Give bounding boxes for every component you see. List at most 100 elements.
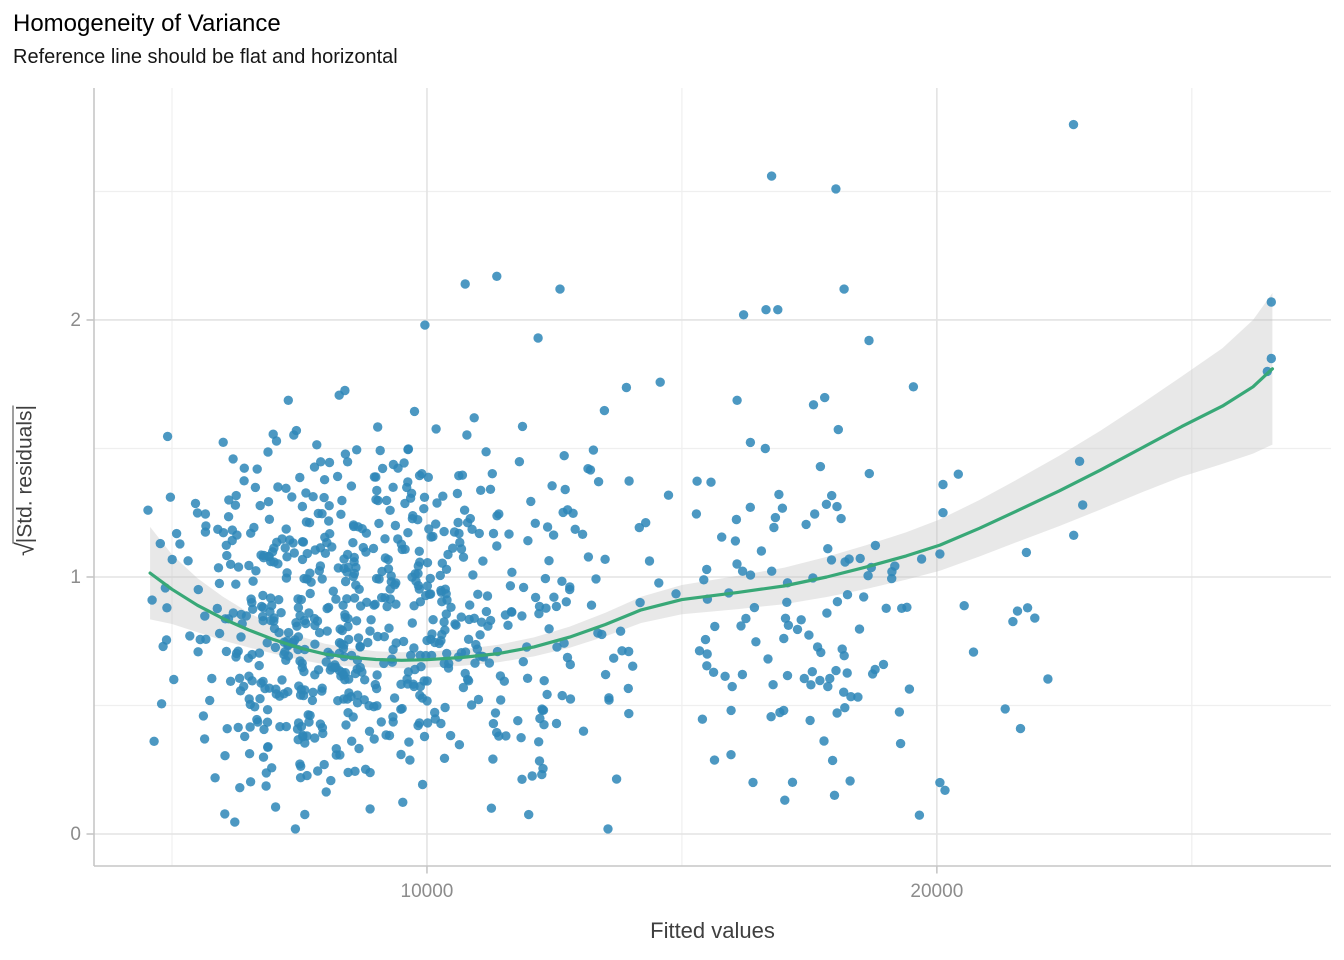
data-point <box>600 669 611 680</box>
data-point <box>812 642 823 652</box>
data-point <box>298 537 309 547</box>
data-point <box>313 665 324 675</box>
data-point <box>218 528 229 538</box>
data-point <box>436 636 446 646</box>
data-point <box>293 603 304 613</box>
data-point <box>634 522 644 533</box>
data-point <box>561 597 571 607</box>
data-point <box>414 470 425 481</box>
data-point <box>175 539 185 549</box>
data-point <box>908 382 919 392</box>
data-point <box>343 621 353 632</box>
data-point <box>207 673 217 684</box>
data-point <box>422 558 433 568</box>
data-point <box>283 627 294 638</box>
data-point <box>263 742 273 752</box>
data-point <box>621 382 632 393</box>
data-point <box>227 525 237 535</box>
data-point <box>441 609 451 619</box>
data-point <box>782 597 792 607</box>
data-point <box>542 522 553 532</box>
data-point <box>287 492 297 502</box>
data-point <box>388 482 398 492</box>
data-point <box>1015 723 1026 734</box>
data-point <box>611 774 622 784</box>
data-point <box>968 647 979 657</box>
data-point <box>379 632 389 642</box>
data-point <box>424 524 434 534</box>
data-point <box>644 556 655 566</box>
data-point <box>805 715 815 726</box>
data-point <box>380 534 390 544</box>
data-point <box>284 535 295 545</box>
data-point <box>300 738 310 748</box>
data-point <box>436 587 446 597</box>
data-point <box>364 726 375 736</box>
data-point <box>363 637 373 648</box>
data-point <box>264 514 275 524</box>
data-point <box>1012 606 1023 616</box>
data-point <box>439 753 450 763</box>
data-point <box>959 601 969 611</box>
data-point <box>1008 616 1018 627</box>
data-point <box>348 571 358 582</box>
data-point <box>385 505 395 515</box>
data-point <box>456 612 466 622</box>
data-point <box>235 686 246 696</box>
data-point <box>384 623 394 633</box>
data-point <box>419 504 429 514</box>
data-point <box>490 708 501 718</box>
data-point <box>205 695 215 706</box>
data-point <box>258 752 269 762</box>
data-point <box>578 726 589 736</box>
data-point <box>748 777 758 788</box>
data-point <box>396 749 406 760</box>
data-point <box>252 714 262 725</box>
data-point <box>355 642 365 652</box>
data-point <box>760 443 770 454</box>
data-point <box>485 484 496 494</box>
data-point <box>415 650 425 660</box>
data-point <box>361 547 371 557</box>
data-point <box>720 671 730 681</box>
data-point <box>265 593 276 603</box>
data-point <box>310 733 320 743</box>
data-point <box>414 584 424 594</box>
data-point <box>352 698 363 708</box>
data-point <box>1021 547 1032 558</box>
data-point <box>223 512 234 522</box>
data-point <box>938 479 948 490</box>
data-point <box>149 736 159 746</box>
data-point <box>827 755 838 766</box>
data-point <box>792 624 803 635</box>
data-point <box>481 447 491 457</box>
data-point <box>390 520 401 531</box>
data-point <box>236 609 246 620</box>
data-point <box>492 271 502 281</box>
data-point <box>231 652 241 662</box>
data-point <box>699 575 709 585</box>
data-point <box>1030 613 1040 623</box>
data-point <box>361 528 372 538</box>
data-point <box>756 546 767 556</box>
data-point <box>319 492 329 503</box>
data-point <box>745 437 756 448</box>
data-point <box>770 512 781 523</box>
data-point <box>324 516 334 526</box>
data-point <box>375 445 385 456</box>
data-point <box>331 594 341 604</box>
data-point <box>691 509 702 519</box>
data-point <box>408 679 418 689</box>
data-point <box>210 773 220 783</box>
data-point <box>183 556 193 566</box>
data-point <box>524 809 534 820</box>
data-point <box>384 730 395 741</box>
data-point <box>726 750 736 760</box>
data-point <box>269 543 279 553</box>
data-point <box>559 451 569 461</box>
data-point <box>366 615 376 625</box>
data-point <box>935 549 945 559</box>
data-point <box>346 481 357 491</box>
data-point <box>736 621 746 631</box>
data-point <box>300 809 310 820</box>
